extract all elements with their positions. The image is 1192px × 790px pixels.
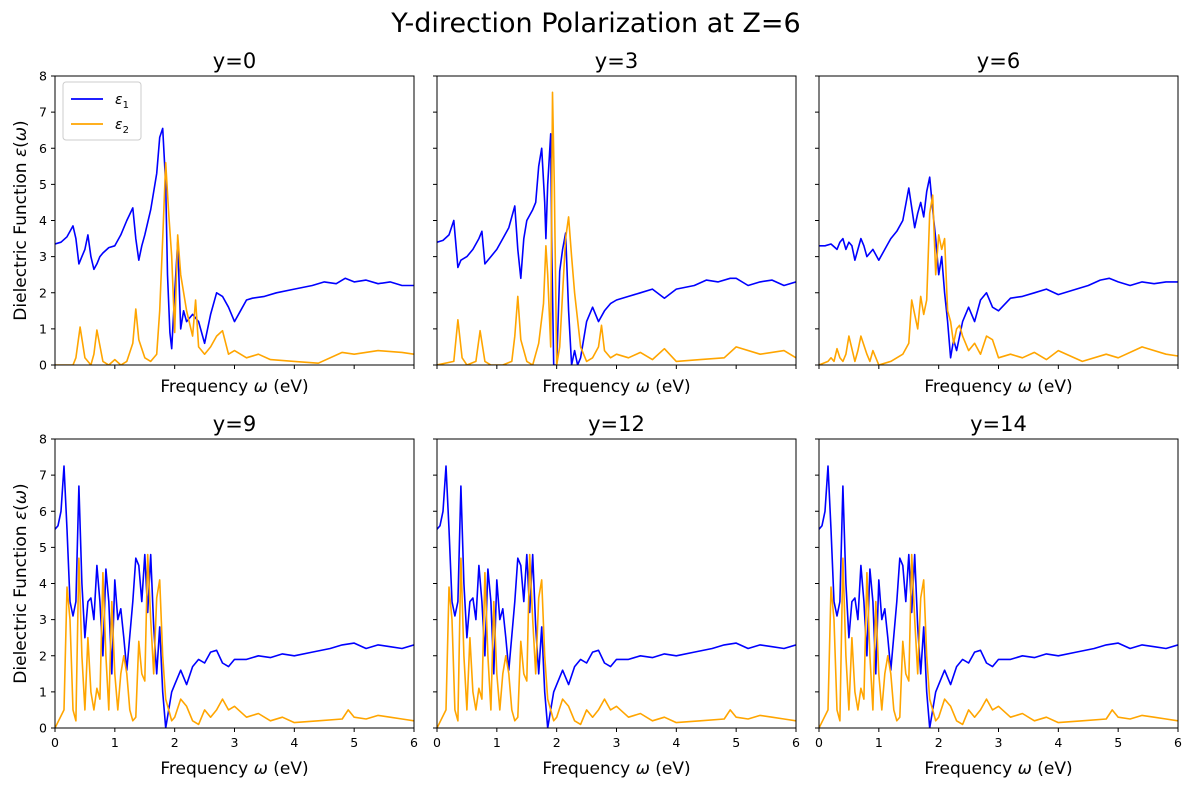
series-line-eps1 xyxy=(55,127,414,350)
y-tick-label: 7 xyxy=(39,468,47,483)
legend-label: ε1 xyxy=(115,92,129,111)
x-tick-label: 2 xyxy=(935,735,943,750)
series-line-eps1 xyxy=(819,465,1178,728)
x-axis-label: Frequency ω (eV) xyxy=(542,759,690,779)
panel-title: y=3 xyxy=(595,49,638,73)
x-tick-label: 3 xyxy=(231,735,239,750)
x-axis-label: Frequency ω (eV) xyxy=(160,759,308,779)
x-tick-label: 1 xyxy=(493,735,501,750)
panel-y=3: y=3 Frequency ω (eV) xyxy=(433,49,797,397)
panel-title: y=9 xyxy=(213,412,256,436)
x-tick-label: 5 xyxy=(350,735,358,750)
x-tick-label: 1 xyxy=(875,735,883,750)
x-tick-label: 2 xyxy=(171,735,179,750)
panel-y=0: 0 1 2 3 4 5 6 7 8 y=0 Frequency ω (eV) Dielectric F… xyxy=(11,49,415,397)
x-tick-label: 4 xyxy=(672,735,680,750)
series-line-eps2 xyxy=(437,553,796,728)
y-tick-label: 4 xyxy=(39,213,47,228)
panel-y=6: y=6 Frequency ω (eV) xyxy=(815,49,1179,397)
series-line-eps2 xyxy=(55,161,414,365)
x-tick-label: 2 xyxy=(553,735,561,750)
x-tick-label: 6 xyxy=(792,735,800,750)
x-tick-label: 5 xyxy=(1114,735,1122,750)
x-tick-label: 4 xyxy=(290,735,298,750)
y-tick-label: 5 xyxy=(39,177,47,192)
y-tick-label: 2 xyxy=(39,285,47,300)
figure-title: Y-direction Polarization at Z=6 xyxy=(390,8,800,39)
series-line-eps1 xyxy=(437,465,796,728)
x-tick-label: 0 xyxy=(433,735,441,750)
series-line-eps2 xyxy=(819,194,1178,365)
panel-title: y=0 xyxy=(213,49,256,73)
y-tick-label: 7 xyxy=(39,105,47,120)
x-tick-label: 4 xyxy=(1054,735,1062,750)
series-line-eps2 xyxy=(55,553,414,728)
panel-title: y=12 xyxy=(588,412,645,436)
x-tick-label: 6 xyxy=(1174,735,1182,750)
y-tick-label: 1 xyxy=(39,684,47,699)
y-tick-label: 6 xyxy=(39,504,47,519)
y-tick-label: 1 xyxy=(39,321,47,336)
y-tick-label: 6 xyxy=(39,141,47,156)
y-tick-label: 5 xyxy=(39,540,47,555)
axes-frame xyxy=(436,75,797,366)
y-tick-label: 3 xyxy=(39,612,47,627)
x-axis-label: Frequency ω (eV) xyxy=(924,759,1072,779)
y-tick-label: 2 xyxy=(39,648,47,663)
panel-y=9: 0 1 2 3 4 5 6 0 1 2 3 4 5 6 7 8 y=9 Frequency ω (eV) Diele… xyxy=(11,412,418,779)
x-axis-label: Frequency ω (eV) xyxy=(160,377,308,397)
panel-y=14: 0 1 2 3 4 5 6 y=14 Frequency ω (eV) xyxy=(815,412,1182,779)
series-line-eps1 xyxy=(437,133,796,365)
x-tick-label: 5 xyxy=(732,735,740,750)
legend-box xyxy=(62,81,142,141)
y-tick-label: 8 xyxy=(39,69,47,84)
y-axis-label: Dielectric Function ε(ω) xyxy=(11,483,31,683)
y-tick-label: 0 xyxy=(39,358,47,373)
y-tick-label: 3 xyxy=(39,249,47,264)
x-axis-label: Frequency ω (eV) xyxy=(542,377,690,397)
x-tick-label: 3 xyxy=(995,735,1003,750)
series-line-eps1 xyxy=(819,176,1178,359)
panel-y=12: 0 1 2 3 4 5 6 y=12 Frequency ω (eV) xyxy=(433,412,800,779)
series-line-eps1 xyxy=(55,465,414,728)
y-axis-label: Dielectric Function ε(ω) xyxy=(11,120,31,320)
x-tick-label: 0 xyxy=(51,735,59,750)
x-tick-label: 0 xyxy=(815,735,823,750)
axes-frame xyxy=(818,75,1179,366)
x-tick-label: 3 xyxy=(613,735,621,750)
series-line-eps2 xyxy=(819,553,1178,728)
y-tick-label: 4 xyxy=(39,576,47,591)
x-axis-label: Frequency ω (eV) xyxy=(924,377,1072,397)
x-tick-label: 6 xyxy=(410,735,418,750)
y-tick-label: 8 xyxy=(39,432,47,447)
legend-label: ε2 xyxy=(115,117,129,136)
series-line-eps2 xyxy=(437,91,796,365)
panel-title: y=14 xyxy=(970,412,1027,436)
y-tick-label: 0 xyxy=(39,721,47,736)
x-tick-label: 1 xyxy=(111,735,119,750)
panel-title: y=6 xyxy=(977,49,1020,73)
